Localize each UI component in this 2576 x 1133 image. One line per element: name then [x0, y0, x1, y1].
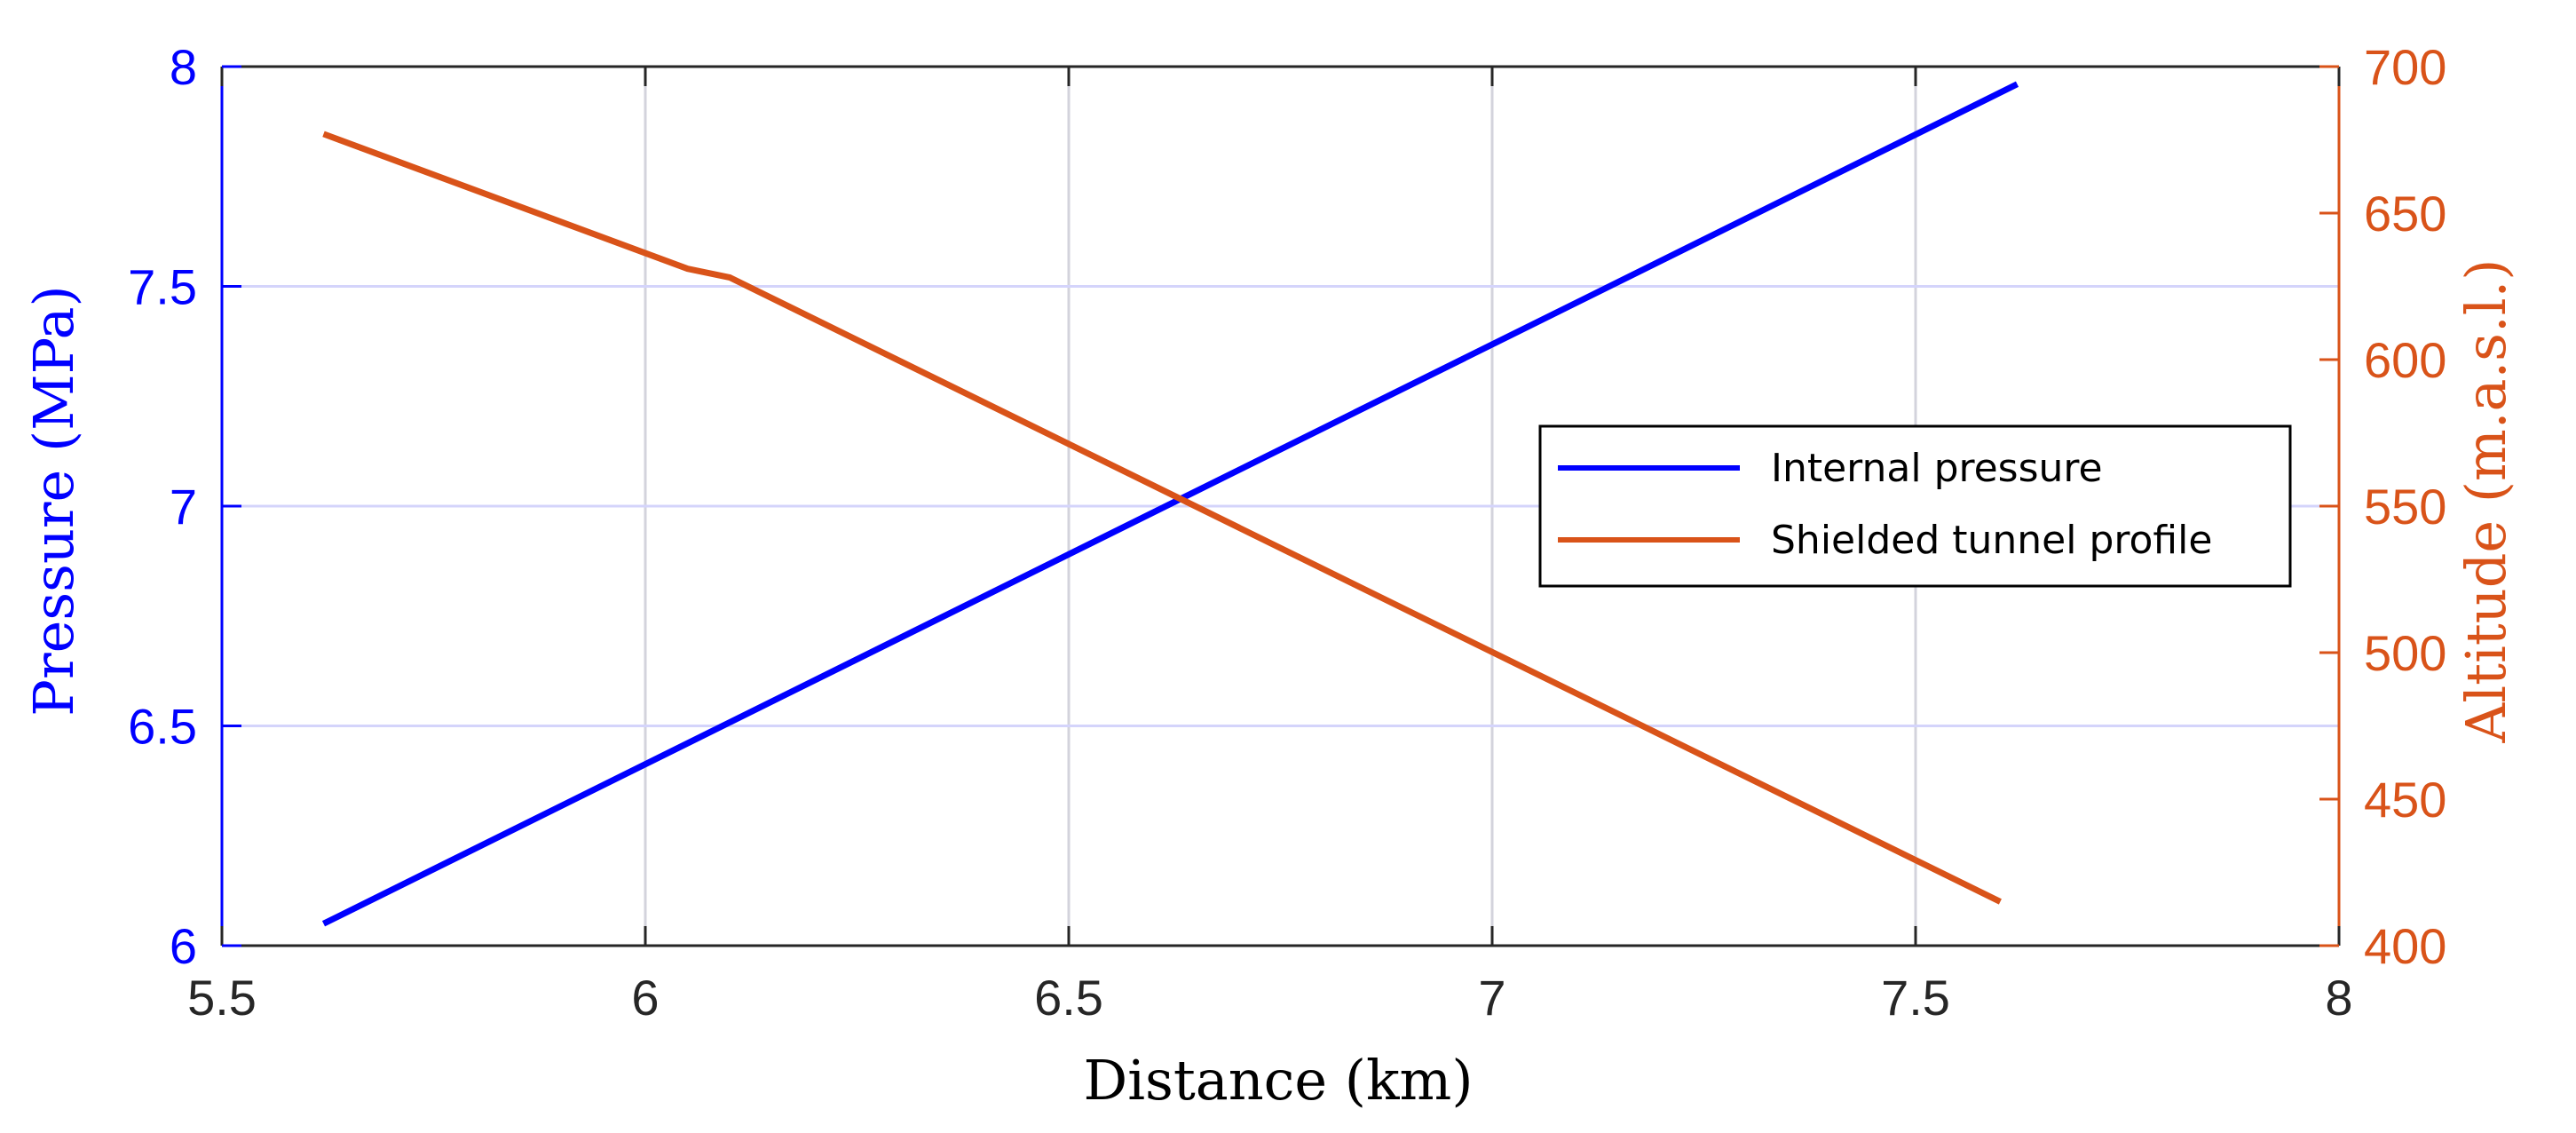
x-tick-label: 8: [2325, 970, 2352, 1026]
left-y-tick-label: 7: [170, 479, 197, 535]
grid-lines: [222, 67, 2339, 946]
series-line-shielded-tunnel-profile: [322, 131, 2002, 905]
legend: Internal pressure Shielded tunnel profil…: [1538, 424, 2292, 588]
tick-labels: 5.5 6 6.5 7 7.5 866.577.584004505005506006507…: [128, 39, 2446, 1026]
legend-box: [1538, 424, 2292, 588]
right-y-tick-label: 500: [2364, 625, 2446, 681]
x-tick-label: 6.5: [1034, 970, 1103, 1026]
right-y-axis-title: Altitude (m.a.s.l.): [2454, 259, 2518, 744]
x-tick-label: 7.5: [1881, 970, 1950, 1026]
right-y-tick-label: 650: [2364, 186, 2446, 242]
x-axis-title: Distance (km): [1083, 1048, 1473, 1113]
series-line-internal-pressure: [321, 81, 2019, 927]
legend-label-shielded-tunnel-profile: Shielded tunnel profile: [1771, 518, 2212, 563]
axes: [220, 65, 2341, 947]
x-tick-label: 5.5: [187, 970, 257, 1026]
left-y-axis-title: Pressure (MPa): [21, 285, 86, 716]
left-y-tick-label: 8: [170, 39, 197, 95]
right-y-tick-label: 400: [2364, 918, 2446, 974]
left-y-tick-label: 6: [170, 918, 197, 974]
right-y-tick-label: 550: [2364, 479, 2446, 535]
legend-label-internal-pressure: Internal pressure: [1771, 446, 2103, 491]
x-tick-label: 6: [631, 970, 659, 1026]
left-y-tick-label: 6.5: [128, 699, 197, 755]
right-y-tick-label: 700: [2364, 39, 2446, 95]
x-tick-label: 7: [1478, 970, 1505, 1026]
left-y-tick-label: 7.5: [128, 259, 197, 315]
right-y-tick-label: 600: [2364, 332, 2446, 388]
right-y-tick-label: 450: [2364, 772, 2446, 828]
data-series: [321, 81, 2019, 927]
